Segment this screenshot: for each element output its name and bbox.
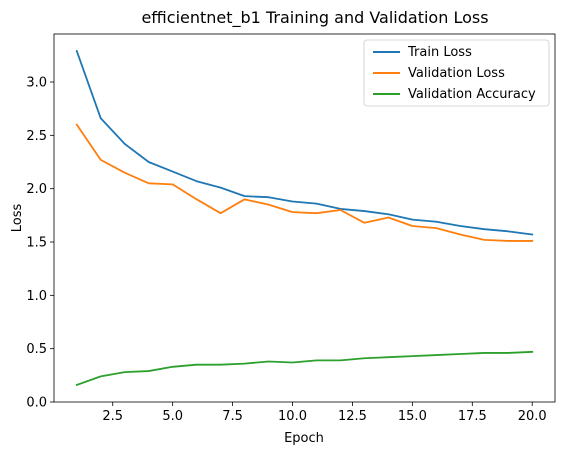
series-line-train-loss xyxy=(75,49,534,236)
y-tick-label: 1.0 xyxy=(26,289,47,304)
x-tick-label: 10.0 xyxy=(278,409,307,424)
y-tick-label: 0.0 xyxy=(26,396,47,411)
series-line-validation-loss xyxy=(75,123,534,242)
y-tick-label: 2.5 xyxy=(26,129,47,144)
legend-label-train-loss: Train Loss xyxy=(407,45,472,60)
x-tick-label: 20.0 xyxy=(518,409,547,424)
plot-frame xyxy=(53,33,556,403)
y-axis: 0.0 0.5 1.0 1.5 2.0 2.5 3.0 xyxy=(26,76,54,411)
x-tick-label: 5.0 xyxy=(162,409,183,424)
legend-label-validation-accuracy: Validation Accuracy xyxy=(408,87,536,102)
y-tick-label: 1.5 xyxy=(26,236,47,251)
x-tick-label: 17.5 xyxy=(458,409,487,424)
x-tick-label: 2.5 xyxy=(102,409,123,424)
x-tick-label: 15.0 xyxy=(398,409,427,424)
y-tick-label: 3.0 xyxy=(26,76,47,91)
x-tick-label: 12.5 xyxy=(338,409,367,424)
y-tick-label: 0.5 xyxy=(26,342,47,357)
y-tick-label: 2.0 xyxy=(26,182,47,197)
series-layer xyxy=(75,49,534,387)
chart-title: efficientnet_b1 Training and Validation … xyxy=(141,8,488,28)
x-axis-title: Epoch xyxy=(284,431,324,446)
legend-label-validation-loss: Validation Loss xyxy=(408,66,505,81)
y-axis-title: Loss xyxy=(10,204,25,233)
legend: Train Loss Validation Loss Validation Ac… xyxy=(363,39,550,107)
series-line-validation-accuracy xyxy=(75,350,534,387)
x-axis: 2.5 5.0 7.5 10.0 12.5 15.0 17.5 20.0 xyxy=(102,402,547,424)
x-tick-label: 7.5 xyxy=(222,409,243,424)
legend-box xyxy=(363,39,550,107)
